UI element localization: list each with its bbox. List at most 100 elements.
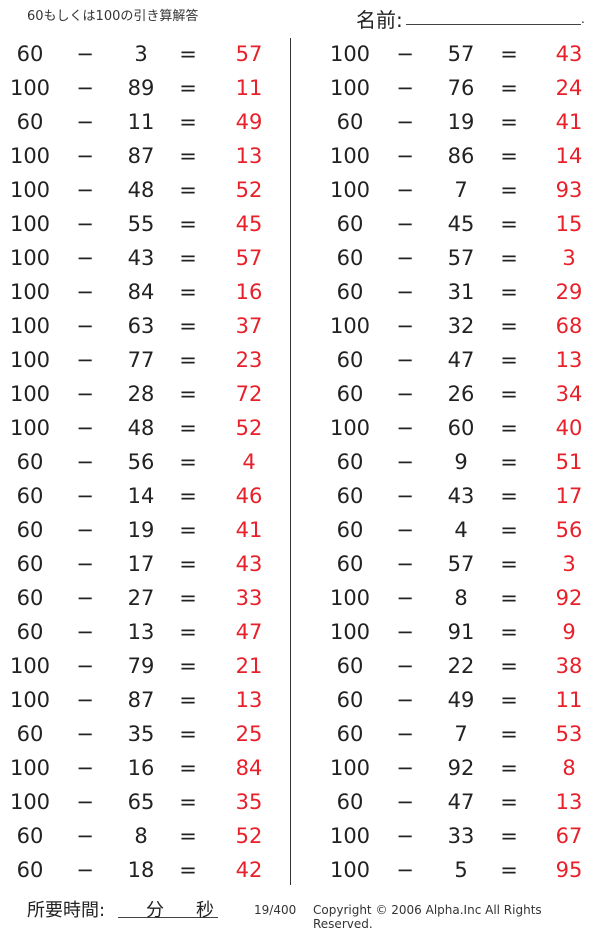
subtrahend: 14 — [127, 484, 155, 508]
equals-sign: = — [500, 450, 518, 474]
equals-sign: = — [500, 314, 518, 338]
subtrahend: 89 — [127, 76, 155, 100]
answer: 13 — [235, 144, 263, 168]
answer: 57 — [235, 42, 263, 66]
answer: 13 — [555, 348, 583, 372]
equals-sign: = — [179, 586, 197, 610]
minuend: 100 — [329, 416, 371, 440]
subtrahend: 13 — [127, 620, 155, 644]
subtrahend: 4 — [454, 518, 468, 542]
copyright: Copyright © 2006 Alpha.Inc All Rights Re… — [313, 903, 542, 931]
answer: 84 — [235, 756, 263, 780]
problem-row: 60 − 49 = 11 — [290, 683, 583, 717]
minuend: 100 — [9, 688, 51, 712]
answer: 11 — [555, 688, 583, 712]
minus-sign: − — [396, 450, 414, 474]
equals-sign: = — [500, 654, 518, 678]
minuend: 60 — [16, 110, 44, 134]
problem-row: 100 − 91 = 9 — [290, 615, 580, 649]
answer: 21 — [235, 654, 263, 678]
equals-sign: = — [179, 620, 197, 644]
problem-row: 60 − 31 = 29 — [290, 275, 583, 309]
minuend: 100 — [9, 348, 51, 372]
minuend: 100 — [9, 76, 51, 100]
problem-row: 100 − 7 = 93 — [290, 173, 582, 207]
subtrahend: 55 — [127, 212, 155, 236]
answer: 17 — [555, 484, 583, 508]
minus-sign: − — [396, 144, 414, 168]
problem-row: 100 − 87 = 13 — [0, 139, 290, 173]
minus-sign: − — [76, 824, 94, 848]
subtrahend: 57 — [447, 552, 475, 576]
subtrahend: 19 — [447, 110, 475, 134]
equals-sign: = — [500, 824, 518, 848]
minuend: 100 — [329, 824, 371, 848]
problem-row: 100 − 63 = 37 — [0, 309, 290, 343]
subtrahend: 47 — [447, 348, 475, 372]
answer: 3 — [562, 246, 576, 270]
problem-row: 60 − 22 = 38 — [290, 649, 583, 683]
minutes-line — [118, 917, 198, 918]
minuend: 60 — [16, 518, 44, 542]
minus-sign: − — [396, 552, 414, 576]
answer: 11 — [235, 76, 263, 100]
problem-row: 60 − 35 = 25 — [0, 717, 290, 751]
problem-row: 60 − 47 = 13 — [290, 343, 583, 377]
answer: 9 — [562, 620, 576, 644]
minuend: 100 — [9, 416, 51, 440]
subtrahend: 91 — [447, 620, 475, 644]
subtrahend: 27 — [127, 586, 155, 610]
subtrahend: 57 — [447, 246, 475, 270]
problem-row: 100 − 5 = 95 — [290, 853, 582, 887]
problem-row: 60 − 17 = 43 — [0, 547, 290, 581]
equals-sign: = — [500, 110, 518, 134]
minuend: 60 — [16, 552, 44, 576]
subtrahend: 45 — [447, 212, 475, 236]
problem-row: 60 − 7 = 53 — [290, 717, 583, 751]
problem-row: 100 − 57 = 43 — [290, 37, 582, 71]
subtrahend: 60 — [447, 416, 475, 440]
answer: 67 — [555, 824, 583, 848]
answer: 15 — [555, 212, 583, 236]
minus-sign: − — [396, 280, 414, 304]
minus-sign: − — [76, 552, 94, 576]
subtrahend: 76 — [447, 76, 475, 100]
equals-sign: = — [179, 382, 197, 406]
subtrahend: 26 — [447, 382, 475, 406]
minuend: 100 — [329, 42, 371, 66]
minus-sign: − — [76, 858, 94, 882]
subtrahend: 35 — [127, 722, 155, 746]
equals-sign: = — [500, 280, 518, 304]
minuend: 60 — [16, 42, 44, 66]
minuend: 60 — [336, 450, 364, 474]
minuend: 60 — [336, 110, 364, 134]
equals-sign: = — [500, 484, 518, 508]
subtrahend: 92 — [447, 756, 475, 780]
equals-sign: = — [179, 280, 197, 304]
equals-sign: = — [179, 450, 197, 474]
equals-sign: = — [500, 756, 518, 780]
minuend: 100 — [9, 790, 51, 814]
subtrahend: 9 — [454, 450, 468, 474]
minus-sign: − — [76, 212, 94, 236]
subtrahend: 16 — [127, 756, 155, 780]
minuend: 60 — [336, 722, 364, 746]
minuend: 60 — [336, 246, 364, 270]
worksheet-title: 60もしくは100の引き算解答 — [27, 9, 199, 24]
equals-sign: = — [179, 178, 197, 202]
minus-sign: − — [76, 518, 94, 542]
problem-row: 100 − 84 = 16 — [0, 275, 290, 309]
equals-sign: = — [179, 654, 197, 678]
subtrahend: 31 — [447, 280, 475, 304]
minutes-unit: 分 — [146, 900, 164, 921]
problem-row: 100 − 89 = 11 — [0, 71, 290, 105]
minuend: 60 — [336, 688, 364, 712]
minuend: 100 — [9, 756, 51, 780]
equals-sign: = — [179, 76, 197, 100]
minus-sign: − — [396, 178, 414, 202]
equals-sign: = — [500, 586, 518, 610]
minuend: 100 — [9, 178, 51, 202]
minuend: 60 — [16, 450, 44, 474]
minus-sign: − — [76, 790, 94, 814]
problem-row: 60 − 18 = 42 — [0, 853, 290, 887]
